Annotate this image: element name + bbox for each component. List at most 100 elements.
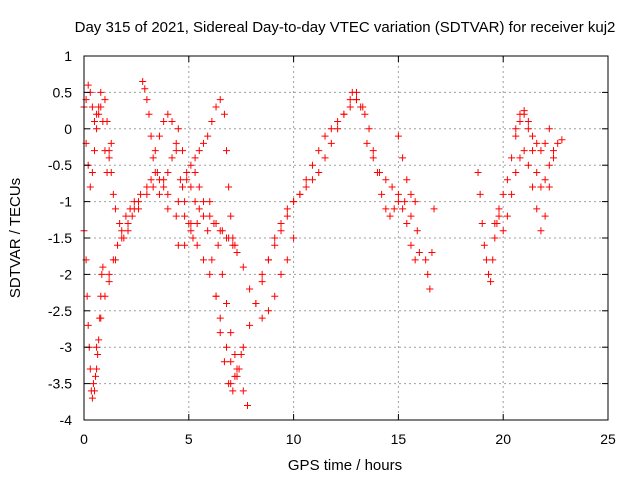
data-point bbox=[216, 227, 224, 235]
data-point bbox=[495, 212, 503, 220]
data-point bbox=[99, 263, 107, 271]
y-tick-label: 0 bbox=[64, 121, 72, 137]
data-point bbox=[258, 314, 266, 322]
data-point bbox=[382, 205, 390, 213]
series-track-v bbox=[512, 107, 553, 155]
data-point bbox=[264, 256, 272, 264]
data-point bbox=[84, 321, 92, 329]
series-track-c bbox=[82, 103, 115, 191]
data-point bbox=[478, 219, 486, 227]
data-point bbox=[302, 176, 310, 184]
data-point bbox=[86, 365, 94, 373]
data-point bbox=[139, 77, 147, 85]
data-point bbox=[348, 88, 356, 96]
data-point bbox=[101, 292, 109, 300]
data-point bbox=[422, 256, 430, 264]
data-point bbox=[183, 176, 191, 184]
data-point bbox=[105, 154, 113, 162]
x-tick-labels: 0 5 10 15 20 25 bbox=[80, 431, 616, 447]
data-point bbox=[382, 176, 390, 184]
data-point bbox=[90, 147, 98, 155]
data-point bbox=[558, 136, 566, 144]
data-point bbox=[98, 270, 106, 278]
data-point bbox=[487, 278, 495, 286]
data-point bbox=[524, 118, 532, 126]
data-point bbox=[407, 241, 415, 249]
data-point bbox=[407, 212, 415, 220]
data-point bbox=[346, 103, 354, 111]
data-point bbox=[524, 125, 532, 133]
data-point bbox=[195, 183, 203, 191]
data-point bbox=[227, 358, 235, 366]
data-point bbox=[214, 241, 222, 249]
series-track-j bbox=[191, 168, 245, 395]
data-point bbox=[541, 212, 549, 220]
data-point bbox=[124, 227, 132, 235]
data-point bbox=[185, 219, 193, 227]
data-point bbox=[164, 110, 172, 118]
data-point bbox=[124, 219, 132, 227]
y-tick-labels: 1 0.5 0 -0.5 -1 -1.5 -2 -2.5 -3 -3.5 -4 bbox=[48, 48, 72, 428]
data-point bbox=[533, 168, 541, 176]
data-point bbox=[290, 198, 298, 206]
data-point bbox=[491, 219, 499, 227]
data-point bbox=[428, 249, 436, 257]
series-track-t bbox=[491, 110, 566, 227]
data-point bbox=[365, 125, 373, 133]
data-point bbox=[315, 147, 323, 155]
data-point bbox=[105, 278, 113, 286]
data-point bbox=[541, 139, 549, 147]
data-point bbox=[508, 154, 516, 162]
series-track-k bbox=[206, 198, 251, 409]
data-point bbox=[149, 154, 157, 162]
y-tick-label: 0.5 bbox=[53, 84, 73, 100]
data-point bbox=[369, 147, 377, 155]
data-point bbox=[216, 329, 224, 337]
data-point bbox=[499, 227, 507, 235]
data-point bbox=[111, 205, 119, 213]
data-point bbox=[520, 147, 528, 155]
data-point bbox=[550, 147, 558, 155]
data-point bbox=[101, 96, 109, 104]
data-point bbox=[340, 110, 348, 118]
data-point bbox=[172, 147, 180, 155]
series-track-l bbox=[216, 227, 298, 322]
data-point bbox=[229, 241, 237, 249]
data-point bbox=[227, 380, 235, 388]
data-point bbox=[164, 190, 172, 198]
data-point bbox=[220, 110, 228, 118]
data-point bbox=[480, 241, 488, 249]
data-point bbox=[116, 219, 124, 227]
data-point bbox=[143, 96, 151, 104]
data-point bbox=[545, 161, 553, 169]
data-point bbox=[503, 176, 511, 184]
data-point bbox=[529, 183, 537, 191]
y-axis-label: SDTVAR / TECUs bbox=[7, 178, 24, 298]
data-point bbox=[84, 81, 92, 89]
data-point bbox=[394, 198, 402, 206]
data-point bbox=[474, 168, 482, 176]
data-point bbox=[411, 256, 419, 264]
data-point bbox=[239, 343, 247, 351]
data-point bbox=[95, 336, 103, 344]
y-tick-label: -1 bbox=[60, 194, 73, 210]
data-point bbox=[206, 270, 214, 278]
data-point bbox=[352, 96, 360, 104]
data-point bbox=[174, 241, 182, 249]
data-point bbox=[258, 270, 266, 278]
data-point bbox=[193, 241, 201, 249]
data-point bbox=[97, 314, 105, 322]
y-tick-label: -4 bbox=[60, 412, 73, 428]
data-point bbox=[346, 96, 354, 104]
data-point bbox=[485, 270, 493, 278]
data-point bbox=[128, 212, 136, 220]
data-point bbox=[149, 183, 157, 191]
data-point bbox=[88, 394, 96, 402]
data-point bbox=[103, 168, 111, 176]
data-point bbox=[369, 154, 377, 162]
data-point bbox=[147, 176, 155, 184]
data-point bbox=[302, 183, 310, 191]
series-track-u bbox=[499, 147, 558, 235]
data-point bbox=[415, 249, 423, 257]
data-point bbox=[246, 285, 254, 293]
